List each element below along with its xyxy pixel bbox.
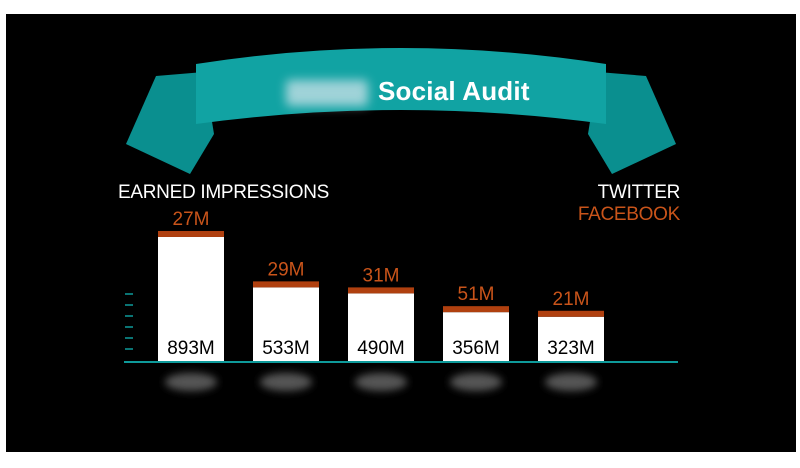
bar-shadow bbox=[165, 373, 217, 391]
bar-shadow bbox=[545, 373, 597, 391]
chart-canvas: Social Audit EARNED IMPRESSIONS TWITTER … bbox=[6, 14, 796, 452]
data-label-facebook: 29M bbox=[268, 259, 305, 280]
data-label-facebook: 21M bbox=[553, 289, 590, 310]
data-label-facebook: 31M bbox=[363, 265, 400, 286]
data-label-twitter: 356M bbox=[452, 338, 500, 359]
blurred-brand-name bbox=[286, 80, 368, 106]
data-label-twitter: 533M bbox=[262, 338, 310, 359]
bar-facebook bbox=[538, 310, 604, 317]
data-label-twitter: 490M bbox=[357, 338, 405, 359]
chart-title: EARNED IMPRESSIONS bbox=[118, 182, 330, 203]
bars: 893M 27M 533M 29M 490M 31M 356M 51M 323M 21M bbox=[158, 209, 604, 362]
legend: TWITTER FACEBOOK bbox=[578, 182, 680, 226]
ribbon-right-tail bbox=[588, 72, 676, 174]
bar-twitter bbox=[158, 236, 224, 362]
ribbon-left-tail bbox=[126, 72, 214, 174]
legend-facebook: FACEBOOK bbox=[577, 204, 680, 225]
banner-title: Social Audit bbox=[378, 76, 530, 106]
bar-chart: 893M 27M 533M 29M 490M 31M 356M 51M 323M 21M bbox=[124, 209, 678, 391]
data-label-facebook: 51M bbox=[458, 284, 495, 305]
data-label-twitter: 893M bbox=[167, 338, 215, 359]
bar-shadows bbox=[165, 373, 597, 391]
data-label-twitter: 323M bbox=[547, 338, 595, 359]
y-ticks bbox=[125, 293, 133, 350]
bar-twitter bbox=[253, 287, 319, 362]
bar-facebook bbox=[443, 306, 509, 313]
bar-twitter bbox=[538, 316, 604, 362]
bar-shadow bbox=[260, 373, 312, 391]
data-label-facebook: 27M bbox=[173, 209, 210, 230]
bar-facebook bbox=[348, 287, 414, 294]
bar-shadow bbox=[355, 373, 407, 391]
bar-twitter bbox=[443, 312, 509, 362]
bar-facebook bbox=[158, 230, 224, 237]
bar-facebook bbox=[253, 281, 319, 288]
bar-twitter bbox=[348, 293, 414, 362]
legend-twitter: TWITTER bbox=[597, 182, 681, 203]
bar-shadow bbox=[450, 373, 502, 391]
